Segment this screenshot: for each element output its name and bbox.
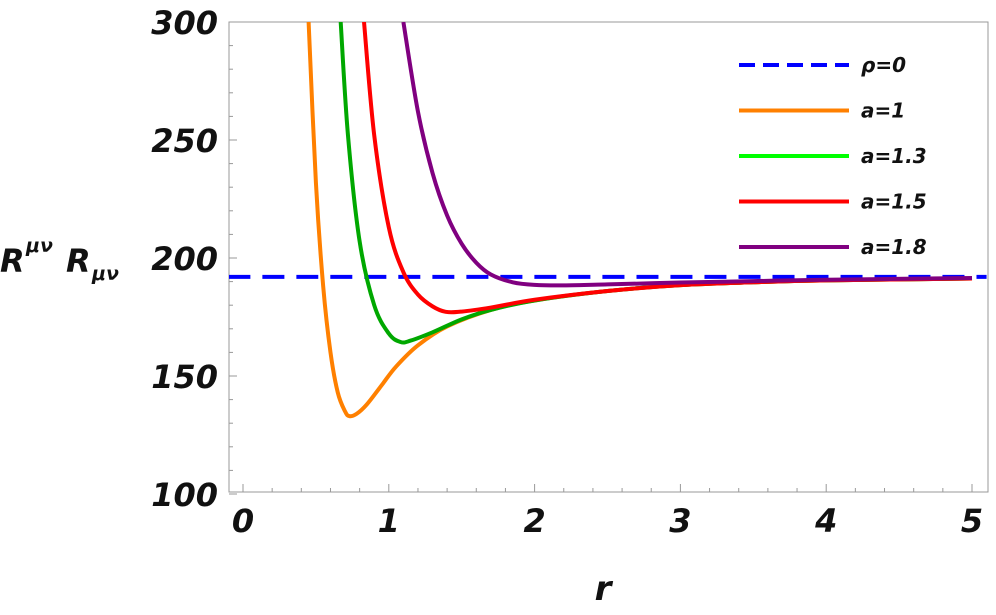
legend-label: a=1.8 <box>861 235 927 259</box>
x-tick-label: 1 <box>378 502 400 540</box>
legend-label: a=1.3 <box>861 144 927 168</box>
legend-label: a=1 <box>861 99 905 123</box>
series-group <box>229 22 987 419</box>
plot-frame <box>228 21 989 493</box>
y-tick-label: 100 <box>151 476 218 514</box>
legend-label: a=1.5 <box>861 190 927 214</box>
ticks: 0 1 2 3 4 5 100 150 200 250 300 <box>151 4 983 540</box>
y-tick-label: 300 <box>151 4 218 42</box>
legend-label: ρ=0 <box>861 53 906 77</box>
y-label-sub: μν <box>91 263 119 285</box>
x-tick-label: 5 <box>961 502 983 540</box>
legend: ρ=0 a=1 a=1.3 a=1.5 a=1.8 <box>739 53 927 259</box>
x-tick-label: 4 <box>814 502 837 540</box>
y-label-main: R <box>0 242 25 280</box>
x-axis-label: r <box>595 569 614 609</box>
y-tick-label: 250 <box>151 122 218 160</box>
y-label-main2: R <box>66 242 91 280</box>
series-line-1 <box>306 22 973 419</box>
y-tick-label: 150 <box>151 358 218 396</box>
x-tick-label: 3 <box>669 502 691 540</box>
y-axis-label: R μν R μν <box>0 235 119 285</box>
x-tick-label: 0 <box>232 502 254 540</box>
x-tick-label: 2 <box>523 502 545 540</box>
y-tick-label: 200 <box>151 240 218 278</box>
series-line-4 <box>401 22 973 288</box>
y-label-sup: μν <box>25 235 53 257</box>
